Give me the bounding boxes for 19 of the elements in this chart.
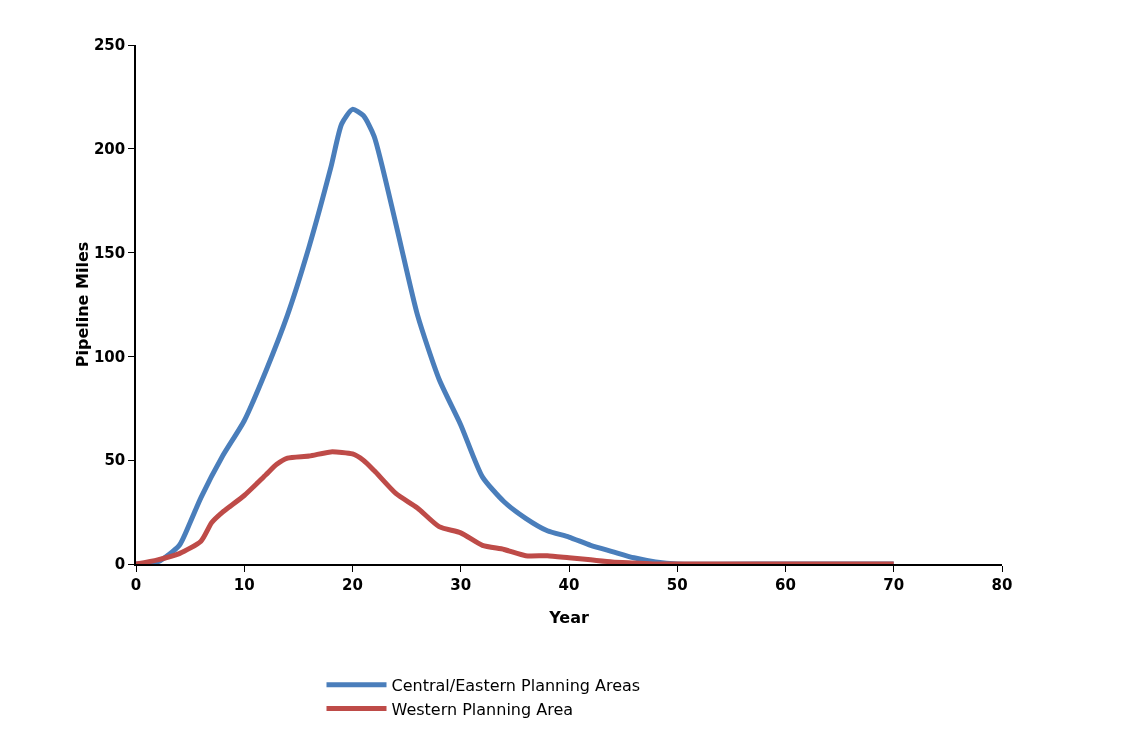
legend-label: Central/Eastern Planning Areas — [391, 675, 641, 695]
x-tick-label: 50 — [666, 575, 688, 594]
x-tick-label: 40 — [558, 575, 580, 594]
y-tick-label: 200 — [93, 140, 126, 159]
x-tick-label: 80 — [991, 575, 1013, 594]
x-tick-label: 20 — [342, 575, 363, 594]
y-axis-title: Pipeline Miles — [72, 241, 92, 368]
y-tick-label: 150 — [93, 243, 126, 262]
x-axis-title: Year — [548, 607, 589, 627]
x-tick-label: 60 — [775, 575, 796, 594]
y-tick-label: 50 — [104, 451, 126, 470]
x-tick-label: 70 — [883, 575, 905, 594]
y-tick-label: 100 — [93, 347, 126, 366]
x-tick-label: 10 — [233, 575, 255, 594]
y-tick-label: 250 — [93, 36, 126, 55]
legend-label: Western Planning Area — [391, 699, 574, 719]
y-tick-label: 0 — [114, 555, 126, 574]
x-tick-label: 30 — [450, 575, 472, 594]
x-tick-label: 0 — [130, 575, 142, 594]
